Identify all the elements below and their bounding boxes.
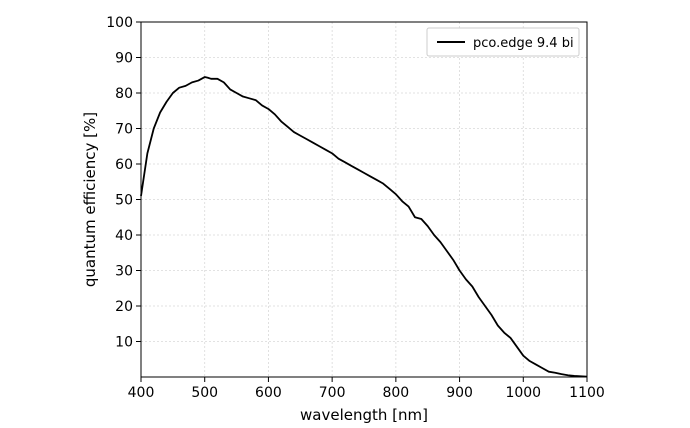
- x-tick-label: 800: [382, 385, 409, 401]
- y-tick-label: 70: [115, 122, 133, 138]
- grid: [140, 21, 588, 377]
- series-line: [140, 76, 588, 378]
- legend: pco.edge 9.4 bi: [426, 27, 580, 57]
- x-tick-label: 1000: [505, 385, 541, 401]
- x-tick-label: 700: [319, 385, 346, 401]
- legend-entry-label: pco.edge 9.4 bi: [473, 36, 574, 51]
- y-tick-label: 60: [115, 157, 133, 173]
- x-tick-label: 1100: [569, 385, 605, 401]
- x-axis-title: wavelength [nm]: [300, 406, 428, 424]
- y-tick-label: 10: [115, 335, 133, 351]
- x-tick-label: 500: [191, 385, 218, 401]
- x-tick-label: 600: [255, 385, 282, 401]
- x-tick-label: 900: [446, 385, 473, 401]
- y-tick-label: 100: [106, 15, 133, 31]
- y-axis-title: quantum efficiency [%]: [81, 112, 99, 287]
- series-layer: [140, 76, 588, 378]
- y-tick-label: 30: [115, 264, 133, 280]
- y-tick-label: 50: [115, 193, 133, 209]
- y-tick-label: 80: [115, 86, 133, 102]
- y-tick-label: 20: [115, 299, 133, 315]
- x-tick-label: 400: [128, 385, 155, 401]
- legend-box: [426, 27, 580, 57]
- ticks: 400 500 600 700 800 900 1000 1100 10 20 30 40 50 60 70…: [106, 15, 605, 401]
- y-tick-label: 90: [115, 51, 133, 67]
- y-tick-label: 40: [115, 228, 133, 244]
- plot-frame: [140, 21, 588, 378]
